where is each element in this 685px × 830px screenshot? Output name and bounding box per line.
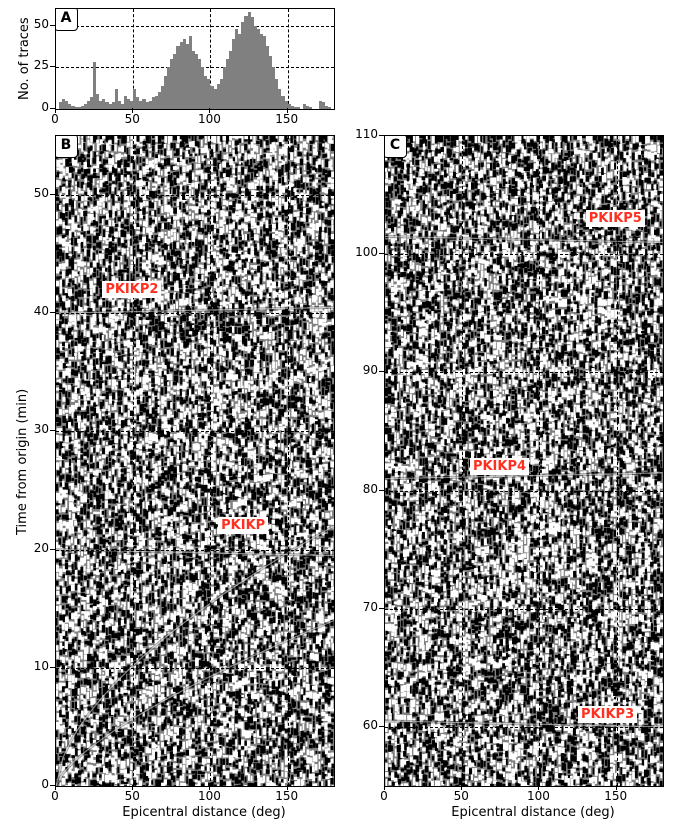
panel-c-letter: C bbox=[384, 135, 407, 158]
ytick: 110 bbox=[350, 127, 378, 141]
ytick: 80 bbox=[350, 482, 378, 496]
xtick: 50 bbox=[118, 789, 146, 803]
xtick: 100 bbox=[524, 789, 552, 803]
panel-c: C PKIKP5 PKIKP4 PKIKP3 bbox=[384, 135, 664, 787]
xtick: 100 bbox=[195, 789, 223, 803]
ytick: 100 bbox=[350, 245, 378, 259]
xtick: 50 bbox=[120, 112, 144, 126]
xtick: 150 bbox=[275, 112, 299, 126]
ytick: 50 bbox=[21, 186, 49, 200]
xtick: 150 bbox=[273, 789, 301, 803]
ytick: 60 bbox=[350, 718, 378, 732]
phase-label-pkikp5: PKIKP5 bbox=[586, 210, 645, 227]
panel-b-letter: B bbox=[55, 135, 78, 158]
ytick: 70 bbox=[350, 600, 378, 614]
ytick: 0 bbox=[21, 777, 49, 791]
phase-label-pkikp3: PKIKP3 bbox=[578, 706, 637, 723]
panel-b: B PKIKP2 PKIKP bbox=[55, 135, 335, 787]
xtick: 50 bbox=[447, 789, 475, 803]
xtick: 100 bbox=[197, 112, 221, 126]
seismic-texture bbox=[56, 136, 334, 786]
ytick: 10 bbox=[21, 659, 49, 673]
ytick: 20 bbox=[21, 541, 49, 555]
panel-a-ylabel: No. of traces bbox=[17, 17, 32, 100]
phase-label-pkikp: PKIKP bbox=[218, 517, 268, 534]
ytick: 40 bbox=[21, 304, 49, 318]
panel-a-letter: A bbox=[55, 8, 78, 31]
phase-label-pkikp2: PKIKP2 bbox=[102, 281, 161, 298]
phase-label-pkikp4: PKIKP4 bbox=[470, 458, 529, 475]
ylabel: Time from origin (min) bbox=[15, 389, 30, 535]
xlabel: Epicentral distance (deg) bbox=[443, 805, 623, 820]
xtick: 150 bbox=[602, 789, 630, 803]
hist-bar bbox=[297, 107, 300, 109]
hist-bar bbox=[309, 107, 312, 109]
hist-bar bbox=[328, 107, 331, 109]
xtick: 0 bbox=[41, 789, 69, 803]
ytick: 90 bbox=[350, 363, 378, 377]
xtick: 0 bbox=[370, 789, 398, 803]
panel-a: A bbox=[55, 8, 335, 110]
xtick: 0 bbox=[43, 112, 67, 126]
xlabel: Epicentral distance (deg) bbox=[114, 805, 294, 820]
